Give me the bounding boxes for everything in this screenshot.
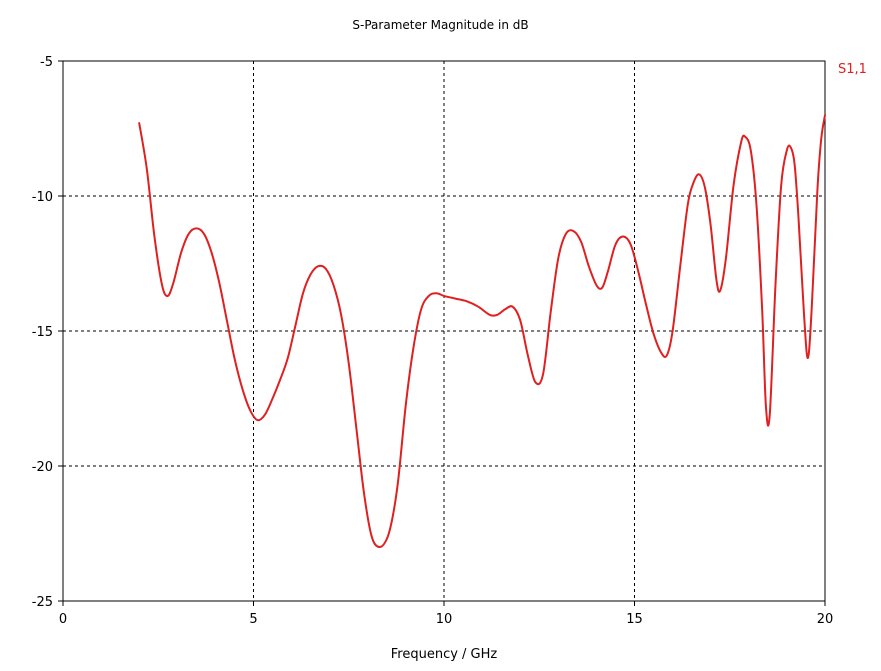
y-axis-ticks: -5 -10 -15 -20 -25: [32, 55, 63, 610]
y-tick-label: -5: [40, 55, 53, 70]
y-tick-label: -10: [32, 190, 53, 205]
x-tick-label: 10: [436, 612, 453, 627]
grid-lines: [63, 61, 825, 601]
x-tick-label: 5: [249, 612, 257, 627]
x-axis-ticks: 0 5 10 15 20: [59, 601, 833, 627]
legend-series-label: S1,1: [838, 62, 867, 77]
x-tick-label: 0: [59, 612, 67, 627]
x-tick-label: 15: [626, 612, 643, 627]
series-line-s11: [138, 114, 826, 549]
y-tick-label: -15: [32, 325, 53, 340]
y-tick-label: -25: [32, 595, 53, 610]
y-tick-label: -20: [32, 460, 53, 475]
x-axis-label: Frequency / GHz: [390, 647, 498, 662]
chart-title: S-Parameter Magnitude in dB: [352, 18, 529, 32]
x-tick-label: 20: [817, 612, 834, 627]
